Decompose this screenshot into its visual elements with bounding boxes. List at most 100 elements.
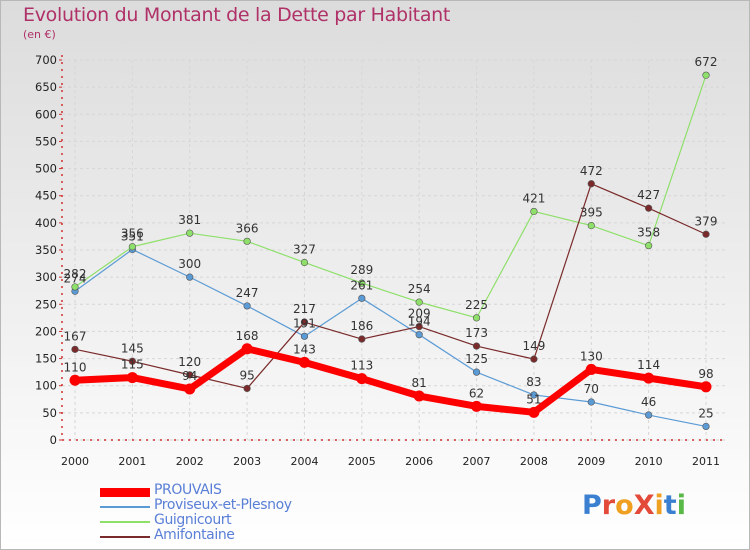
data-point <box>356 373 368 385</box>
data-label: 356 <box>121 227 144 241</box>
y-tick-label: 650 <box>35 80 57 94</box>
y-tick-label: 0 <box>50 433 57 447</box>
data-label: 81 <box>412 376 427 390</box>
legend-swatch <box>100 506 150 508</box>
y-tick-label: 500 <box>35 162 57 176</box>
data-point <box>186 371 194 379</box>
data-label: 95 <box>239 368 254 382</box>
data-point <box>700 381 712 393</box>
data-point <box>71 345 79 353</box>
data-label: 186 <box>350 319 373 333</box>
legend-swatch <box>100 521 150 523</box>
logo-letter: o <box>615 490 634 521</box>
series-line-2 <box>74 74 707 319</box>
logo-letter: i <box>676 490 686 521</box>
data-label: 351 <box>121 229 144 243</box>
data-point <box>184 383 196 395</box>
data-point <box>243 384 251 393</box>
logo-letter: i <box>654 490 664 521</box>
data-point <box>71 283 79 291</box>
y-tick-label: 250 <box>35 297 57 311</box>
data-label: 98 <box>698 367 713 381</box>
y-tick-label: 200 <box>35 324 57 338</box>
data-point <box>243 237 251 245</box>
data-point <box>587 180 595 188</box>
x-tick-label: 2000 <box>61 455 89 468</box>
x-tick-label: 2010 <box>635 455 663 468</box>
data-label: 168 <box>236 329 259 343</box>
series-line-0 <box>71 345 710 416</box>
data-label: 167 <box>64 329 87 343</box>
data-point <box>69 374 81 386</box>
x-tick-label: 2005 <box>348 455 376 468</box>
data-label: 173 <box>465 326 488 340</box>
legend-item: Proviseux-et-Plesnoy <box>100 497 400 514</box>
data-point <box>702 422 710 431</box>
data-label: 247 <box>236 286 259 300</box>
data-point <box>243 302 251 310</box>
y-tick-label: 300 <box>35 270 57 284</box>
data-label: 327 <box>293 242 316 256</box>
data-label: 194 <box>408 315 431 329</box>
proxiti-logo: ProXiti <box>582 490 686 521</box>
data-point <box>298 356 310 368</box>
data-label: 672 <box>695 55 718 69</box>
data-label: 261 <box>350 278 373 292</box>
data-label: 113 <box>350 359 373 373</box>
data-label: 125 <box>465 352 488 366</box>
data-label: 115 <box>121 358 144 372</box>
x-tick-label: 2009 <box>577 455 605 468</box>
data-point <box>128 357 136 365</box>
data-point <box>585 363 597 375</box>
y-tick-label: 100 <box>35 379 57 393</box>
data-point <box>300 258 309 267</box>
data-point <box>300 318 309 326</box>
data-label: 282 <box>64 267 87 281</box>
data-point <box>413 390 425 402</box>
x-tick-label: 2002 <box>176 455 204 468</box>
data-label: 70 <box>584 382 599 396</box>
data-label: 300 <box>178 257 201 271</box>
y-tick-label: 700 <box>35 53 57 67</box>
data-point <box>472 342 481 350</box>
y-tick-label: 600 <box>35 107 57 121</box>
data-label: 225 <box>465 298 488 312</box>
legend-swatch <box>100 487 150 497</box>
data-point <box>415 298 423 306</box>
legend-label: Guignicourt <box>154 512 232 528</box>
data-label: 114 <box>637 358 660 372</box>
legend-item: Guignicourt <box>100 512 400 529</box>
data-point <box>415 322 423 331</box>
y-tick-label: 150 <box>35 352 57 366</box>
data-label: 366 <box>236 221 259 235</box>
data-point <box>471 400 483 412</box>
data-point <box>358 294 366 302</box>
x-tick-label: 2007 <box>463 455 491 468</box>
data-point <box>587 221 595 230</box>
data-point <box>472 314 481 322</box>
legend-label: PROUVAIS <box>154 482 222 498</box>
data-point <box>241 343 253 355</box>
data-label: 379 <box>695 214 718 228</box>
data-point <box>530 355 538 363</box>
series-line-1 <box>74 248 707 428</box>
data-label: 62 <box>469 386 484 400</box>
y-tick-label: 350 <box>35 243 57 257</box>
logo-letter: r <box>601 490 616 521</box>
legend-swatch <box>100 536 150 538</box>
data-point <box>300 332 309 340</box>
data-point <box>530 207 538 216</box>
data-point <box>702 230 710 238</box>
data-label: 254 <box>408 282 431 296</box>
x-tick-label: 2004 <box>290 455 318 468</box>
data-point <box>126 372 138 384</box>
data-point <box>587 398 595 406</box>
data-label: 51 <box>526 392 541 406</box>
y-tick-label: 400 <box>35 216 57 230</box>
data-label: 94 <box>182 369 197 383</box>
y-tick-label: 450 <box>35 189 57 203</box>
x-tick-label: 2011 <box>692 455 720 468</box>
data-label: 145 <box>121 341 144 355</box>
data-label: 472 <box>580 164 603 178</box>
